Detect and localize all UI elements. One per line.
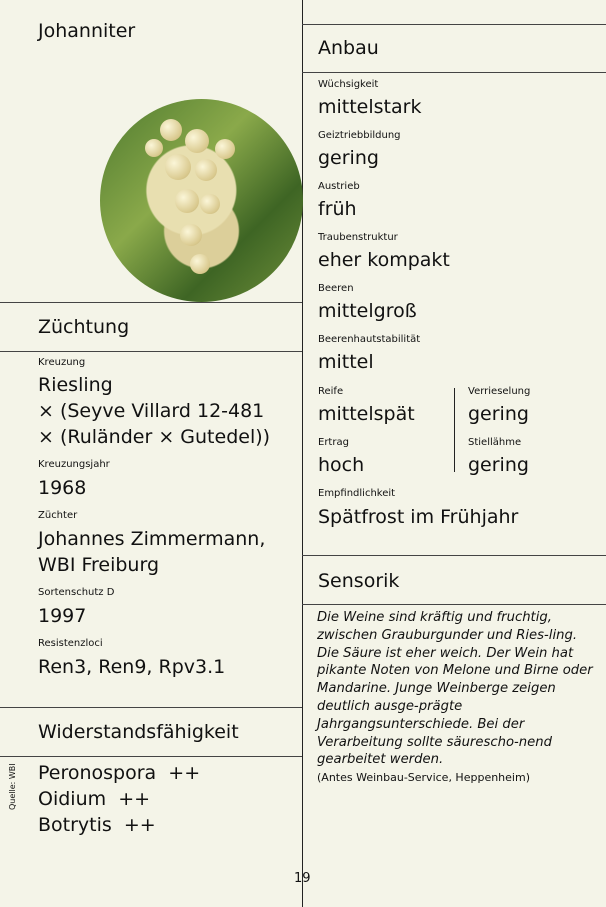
label: Verrieselung: [468, 386, 531, 397]
label: Traubenstruktur: [318, 232, 398, 243]
sensorik-source: (Antes Weinbau-Service, Heppenheim): [317, 771, 530, 785]
value-zuechter: WBI Freiburg: [38, 554, 160, 576]
label: Wüchsigkeit: [318, 79, 379, 90]
label: Beerenhautstabilität: [318, 334, 421, 345]
zuechtung-heading: Züchtung: [38, 316, 130, 338]
divider: [454, 388, 455, 472]
resistance-item: Botrytis ++: [38, 814, 156, 836]
value-kreuzung: × (Ruländer × Gutedel)): [38, 426, 271, 448]
anbau-heading: Anbau: [318, 37, 379, 59]
label: Reife: [318, 386, 344, 397]
label-sortenschutz: Sortenschutz D: [38, 587, 115, 598]
divider: [302, 24, 606, 25]
label: Beeren: [318, 283, 354, 294]
value: früh: [318, 198, 357, 220]
label: Stiellähme: [468, 437, 522, 448]
value: mittel: [318, 351, 374, 373]
label: Ertrag: [318, 437, 349, 448]
sensorik-heading: Sensorik: [318, 570, 400, 592]
variety-title: Johanniter: [38, 20, 136, 42]
value: Spätfrost im Frühjahr: [318, 506, 519, 528]
divider: [302, 72, 606, 73]
sensorik-text: Die Weine sind kräftig und fruchtig, zwi…: [317, 609, 602, 787]
divider: [302, 604, 606, 605]
column-divider: [302, 0, 303, 907]
resistance-item: Peronospora ++: [38, 762, 201, 784]
value: mittelstark: [318, 96, 422, 118]
page-number: 19: [294, 871, 311, 886]
value: eher kompakt: [318, 249, 450, 271]
source-note: Quelle: WBI: [8, 763, 17, 810]
value: gering: [468, 403, 529, 425]
divider: [0, 302, 302, 303]
value: mittelspät: [318, 403, 415, 425]
label: Empfindlichkeit: [318, 488, 396, 499]
resistance-item: Oidium ++: [38, 788, 151, 810]
label-kreuzung: Kreuzung: [38, 357, 86, 368]
value: gering: [318, 147, 379, 169]
widerstand-heading: Widerstandsfähigkeit: [38, 721, 239, 743]
sensorik-description: Die Weine sind kräftig und fruchtig, zwi…: [317, 610, 593, 768]
grape-photo: [100, 99, 303, 302]
value: mittelgroß: [318, 300, 417, 322]
value: hoch: [318, 454, 365, 476]
value-kreuzung: × (Seyve Villard 12-481: [38, 400, 265, 422]
value-zuechter: Johannes Zimmermann,: [38, 528, 266, 550]
value-kreuzungsjahr: 1968: [38, 477, 87, 499]
value-resistenzloci: Ren3, Ren9, Rpv3.1: [38, 656, 226, 678]
value-sortenschutz: 1997: [38, 605, 87, 627]
label: Austrieb: [318, 181, 360, 192]
divider: [302, 555, 606, 556]
divider: [0, 756, 302, 757]
divider: [0, 351, 302, 352]
value-kreuzung: Riesling: [38, 374, 113, 396]
divider: [0, 707, 302, 708]
label-resistenzloci: Resistenzloci: [38, 638, 103, 649]
label: Geiztriebbildung: [318, 130, 401, 141]
label-kreuzungsjahr: Kreuzungsjahr: [38, 459, 110, 470]
value: gering: [468, 454, 529, 476]
label-zuechter: Züchter: [38, 510, 78, 521]
